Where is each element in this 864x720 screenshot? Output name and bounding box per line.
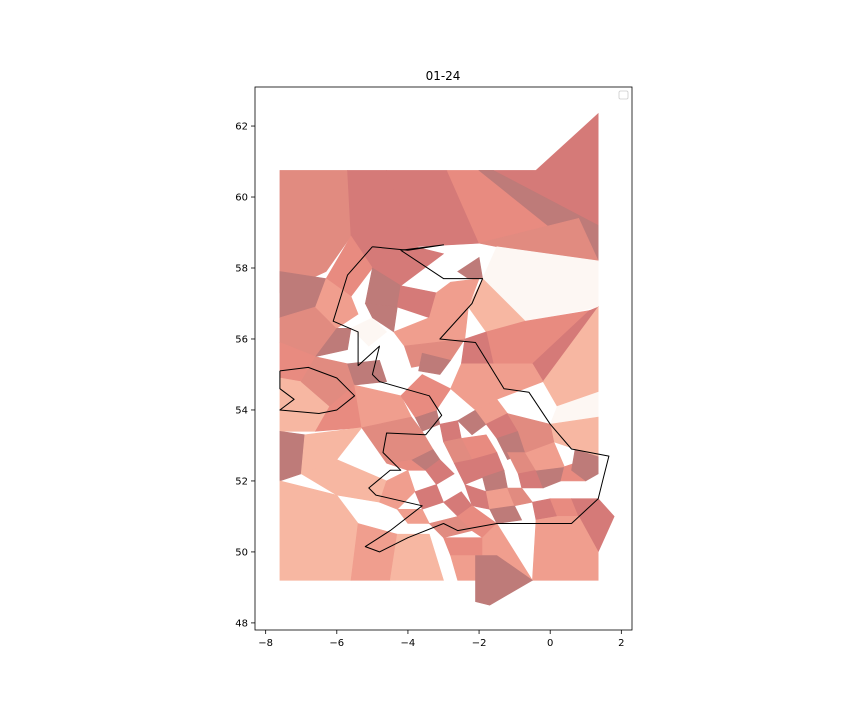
- voronoi-cell: [492, 363, 544, 400]
- voronoi-cell: [350, 317, 388, 347]
- voronoi-cell: [489, 505, 523, 524]
- y-tick-label: 60: [235, 193, 248, 204]
- voronoi-cell: [418, 352, 452, 375]
- y-tick-label: 54: [235, 405, 248, 416]
- voronoi-cell: [400, 374, 452, 418]
- voronoi-cells: [279, 112, 615, 606]
- y-tick-label: 52: [235, 476, 248, 487]
- y-tick-label: 62: [235, 122, 248, 133]
- coastline-path: [332, 244, 610, 553]
- legend-box: [618, 90, 629, 100]
- x-tick-label: −4: [401, 638, 416, 649]
- x-tick-label: 2: [618, 638, 624, 649]
- voronoi-cell: [475, 555, 533, 606]
- voronoi-cell: [361, 416, 434, 464]
- x-tick-label: 0: [547, 638, 553, 649]
- voronoi-cell: [443, 537, 483, 556]
- coastline-outline: [279, 244, 610, 553]
- voronoi-cell: [347, 359, 388, 386]
- voronoi-cell: [389, 533, 444, 581]
- voronoi-cell: [315, 278, 359, 329]
- voronoi-cell: [314, 327, 352, 358]
- x-axis: −8 −6 −4 −2 0 2: [258, 630, 625, 649]
- chart-title: 01-24: [426, 69, 461, 83]
- y-tick-label: 56: [235, 334, 248, 345]
- voronoi-cell: [428, 278, 480, 319]
- voronoi-cell: [350, 523, 398, 581]
- x-tick-label: −6: [329, 638, 344, 649]
- y-tick-label: 50: [235, 547, 248, 558]
- voronoi-cell: [425, 459, 455, 485]
- axes-frame: [254, 86, 633, 631]
- voronoi-cell: [379, 469, 416, 510]
- ireland-outline-path: [279, 366, 356, 414]
- voronoi-cell: [571, 498, 615, 553]
- y-tick-label: 48: [235, 618, 248, 629]
- y-tick-label: 58: [235, 264, 248, 275]
- voronoi-cell: [439, 420, 462, 443]
- voronoi-cell: [506, 413, 555, 453]
- y-axis: 48 50 52 54 56 58 60 62: [235, 122, 255, 629]
- voronoi-cell: [393, 306, 469, 347]
- x-tick-label: −8: [258, 638, 273, 649]
- x-tick-label: −2: [472, 638, 487, 649]
